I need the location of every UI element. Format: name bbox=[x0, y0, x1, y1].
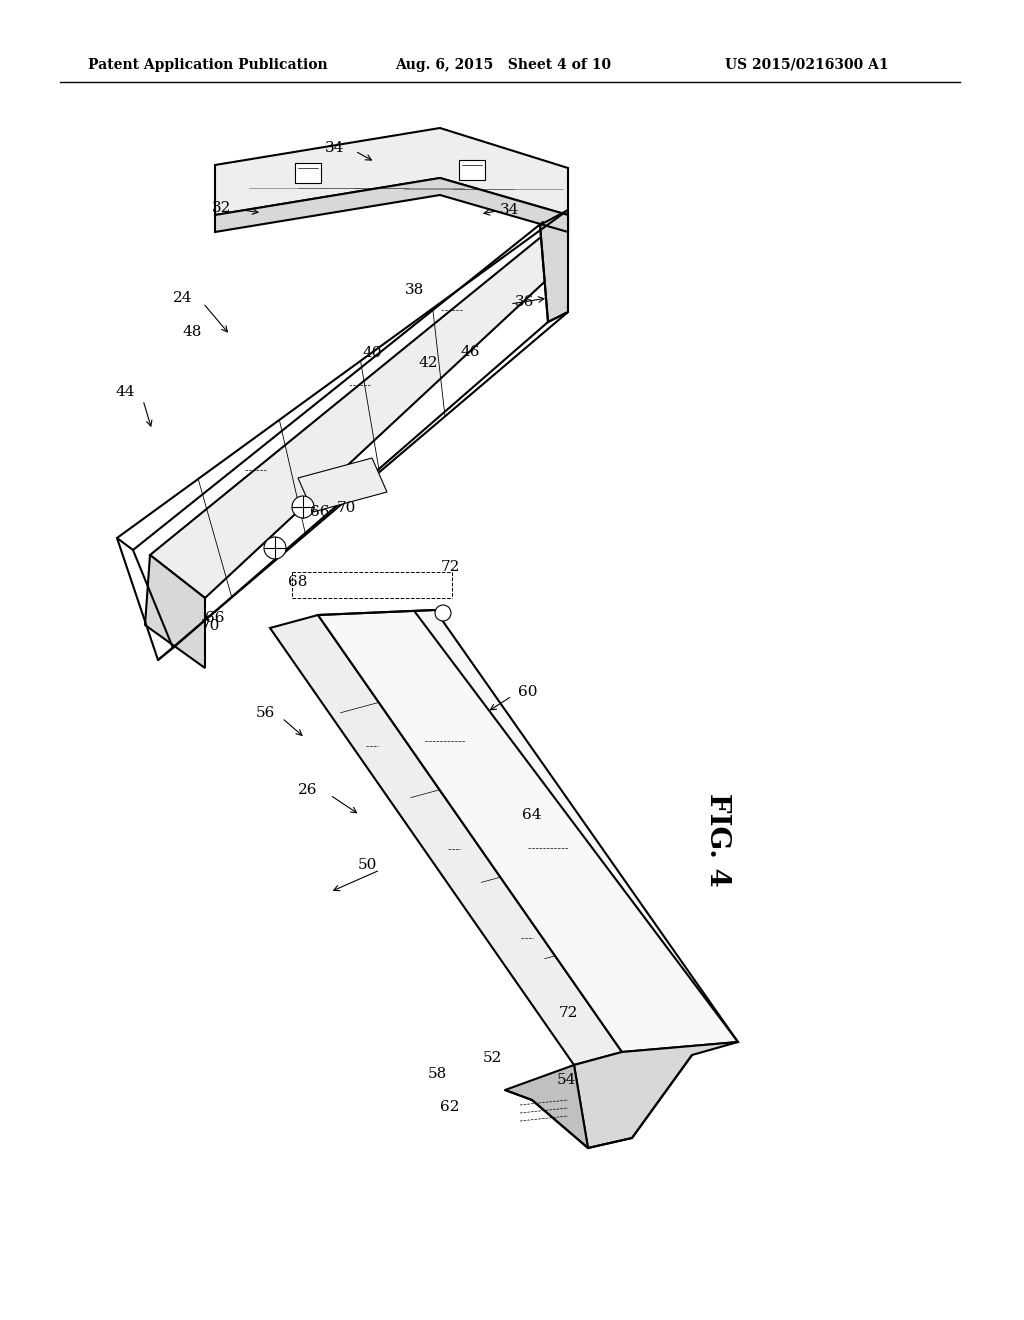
Text: 42: 42 bbox=[418, 356, 437, 370]
Polygon shape bbox=[459, 160, 485, 180]
Text: 60: 60 bbox=[518, 685, 538, 700]
Text: 46: 46 bbox=[460, 345, 480, 359]
Text: US 2015/0216300 A1: US 2015/0216300 A1 bbox=[725, 58, 889, 73]
Polygon shape bbox=[215, 178, 568, 232]
Text: 40: 40 bbox=[362, 346, 382, 360]
Text: 50: 50 bbox=[357, 858, 377, 873]
Text: 36: 36 bbox=[515, 294, 535, 309]
Text: 70: 70 bbox=[201, 619, 220, 634]
Text: 72: 72 bbox=[558, 1006, 578, 1020]
Text: 58: 58 bbox=[427, 1067, 446, 1081]
Text: 24: 24 bbox=[173, 290, 193, 305]
Text: 68: 68 bbox=[289, 576, 307, 589]
Polygon shape bbox=[145, 554, 205, 668]
Text: 72: 72 bbox=[440, 560, 460, 574]
Polygon shape bbox=[540, 215, 568, 322]
Polygon shape bbox=[295, 162, 321, 183]
Text: 32: 32 bbox=[212, 201, 231, 215]
Text: 62: 62 bbox=[440, 1100, 460, 1114]
Circle shape bbox=[292, 496, 314, 517]
Text: 48: 48 bbox=[182, 325, 202, 339]
Text: FIG. 4: FIG. 4 bbox=[705, 793, 731, 887]
Text: 38: 38 bbox=[406, 282, 425, 297]
Polygon shape bbox=[150, 215, 568, 598]
Text: 64: 64 bbox=[522, 808, 542, 822]
Text: 70: 70 bbox=[336, 502, 355, 515]
Polygon shape bbox=[215, 128, 568, 215]
Text: 56: 56 bbox=[255, 706, 274, 719]
Text: Aug. 6, 2015   Sheet 4 of 10: Aug. 6, 2015 Sheet 4 of 10 bbox=[395, 58, 611, 73]
Polygon shape bbox=[318, 610, 738, 1052]
Text: 44: 44 bbox=[116, 385, 135, 399]
Text: Patent Application Publication: Patent Application Publication bbox=[88, 58, 328, 73]
Polygon shape bbox=[270, 615, 622, 1065]
Text: 54: 54 bbox=[556, 1073, 575, 1086]
Circle shape bbox=[264, 537, 286, 558]
Text: 34: 34 bbox=[501, 203, 520, 216]
Polygon shape bbox=[505, 1065, 588, 1148]
Text: 66: 66 bbox=[205, 611, 224, 624]
Text: 26: 26 bbox=[298, 783, 317, 797]
Text: 66: 66 bbox=[310, 506, 330, 519]
Polygon shape bbox=[298, 458, 387, 512]
Circle shape bbox=[435, 605, 451, 620]
Polygon shape bbox=[574, 1041, 738, 1148]
Text: 34: 34 bbox=[326, 141, 345, 154]
Text: 52: 52 bbox=[482, 1051, 502, 1065]
